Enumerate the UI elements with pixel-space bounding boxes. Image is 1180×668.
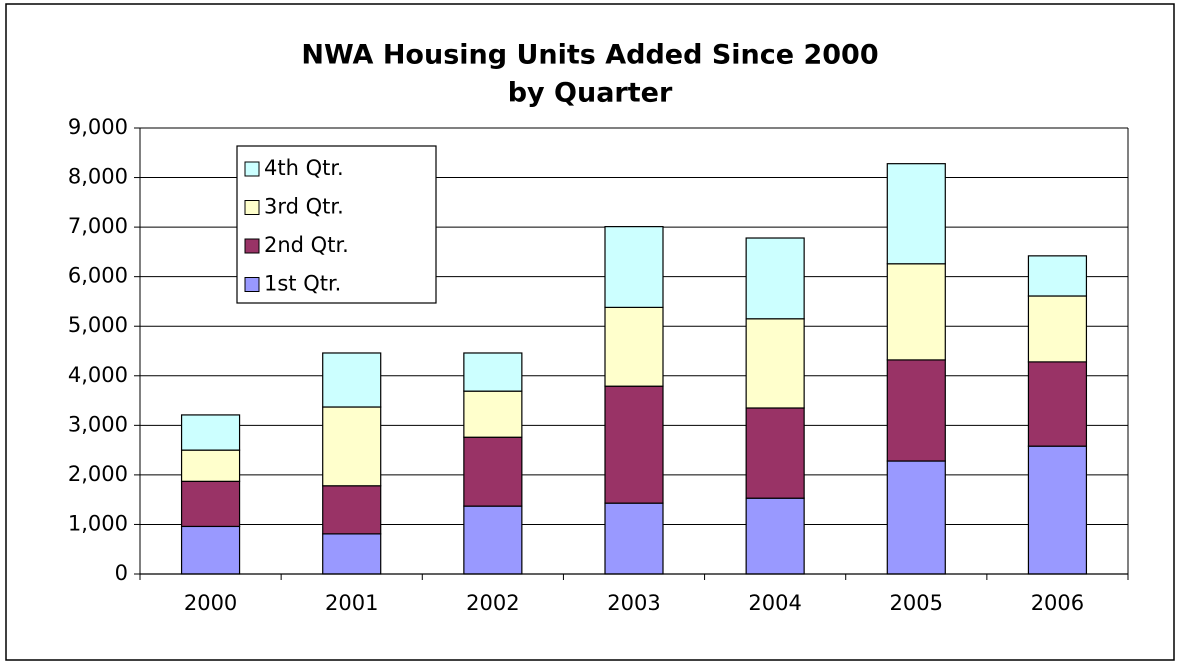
bar-segment [180,525,241,575]
y-tick-label: 6,000 [68,264,128,288]
y-tick-label: 2,000 [68,462,128,486]
legend-swatch [244,161,260,177]
bar-segment [180,449,241,482]
bar-segment [886,359,946,462]
chart-subtitle: by Quarter [508,78,673,109]
bar-segment [322,352,382,408]
y-tick-label: 1,000 [68,511,128,535]
y-tick-label: 7,000 [68,214,128,238]
x-tick-label: 2004 [748,591,801,615]
x-tick-label: 2000 [184,591,237,615]
legend-swatch [244,277,260,292]
y-tick-label: 8,000 [68,165,128,189]
bar-segment [463,505,523,575]
legend-label: 1st Qtr. [264,272,341,296]
bar-segment [180,480,241,528]
x-tick-label: 2002 [466,591,519,615]
bar-segment [886,163,946,265]
y-tick-label: 0 [115,561,128,585]
bar-segment [604,226,664,308]
bar-segment [745,407,805,499]
x-tick-label: 2006 [1031,591,1084,615]
bar-segment [745,318,805,409]
legend-label: 3rd Qtr. [264,195,344,219]
chart-title: NWA Housing Units Added Since 2000 [301,40,878,71]
bar-segment [322,533,382,575]
y-tick-label: 9,000 [68,115,128,139]
bar-segment [604,502,664,575]
y-tick-label: 5,000 [68,313,128,337]
bar-segment [1027,295,1088,363]
bar-segment [886,263,946,361]
bar-segment [886,460,946,575]
bar-segment [1027,361,1088,447]
bar-segment [745,237,805,320]
bar-segment [180,414,241,451]
bar-segment [745,497,805,575]
bar-segment [604,385,664,504]
x-tick-label: 2005 [890,591,943,615]
legend-label: 2nd Qtr. [264,233,349,257]
bar-segment [463,390,523,438]
x-tick-label: 2003 [607,591,660,615]
y-tick-label: 3,000 [68,412,128,436]
legend-swatch [244,200,260,215]
legend-swatch [244,238,260,254]
legend-label: 4th Qtr. [264,156,344,180]
bar-segment [1027,445,1088,575]
bar-segment [604,306,664,387]
bar-segment [463,436,523,507]
bar-segment [322,406,382,487]
bar-segment [1027,255,1088,297]
y-tick-label: 4,000 [68,363,128,387]
bar-segment [463,352,523,392]
bar-segment [322,485,382,535]
legend-box [236,145,437,304]
x-tick-label: 2001 [325,591,378,615]
